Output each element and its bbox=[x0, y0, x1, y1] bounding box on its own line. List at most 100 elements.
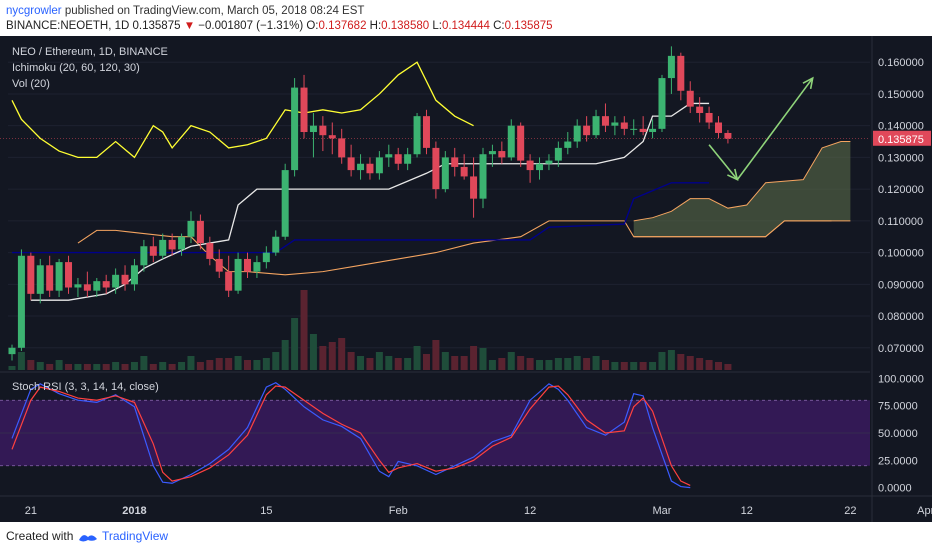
candle-body bbox=[130, 265, 138, 285]
candle-body bbox=[215, 258, 223, 272]
projection-arrows bbox=[708, 76, 814, 182]
legend-ichimoku: Ichimoku (20, 60, 120, 30) bbox=[12, 62, 140, 74]
volume-bar bbox=[65, 364, 73, 370]
candle-body bbox=[36, 265, 44, 294]
candle-body bbox=[319, 125, 327, 136]
candle-body bbox=[309, 125, 317, 133]
volume-bar bbox=[281, 340, 289, 370]
volume-bar bbox=[272, 352, 280, 370]
volume-bar bbox=[215, 358, 223, 370]
time-axis[interactable]: 21 2018 15 Feb 12 Mar 12 22 Apr bbox=[0, 495, 932, 517]
volume-bar bbox=[583, 358, 591, 370]
volume-bar bbox=[168, 364, 176, 370]
candle-body bbox=[639, 128, 647, 133]
volume-bar bbox=[102, 364, 110, 370]
axes: 0.160000 0.150000 0.140000 0.130000 0.120000… bbox=[0, 36, 932, 522]
candlesticks bbox=[8, 46, 732, 361]
volume-bar bbox=[234, 356, 242, 370]
volume-bar bbox=[338, 338, 346, 370]
open-label: O: bbox=[306, 20, 319, 32]
high-label: H: bbox=[369, 20, 382, 32]
open-value: 0.137682 bbox=[318, 20, 367, 32]
volume-bar bbox=[620, 362, 628, 370]
volume-bar bbox=[658, 352, 666, 370]
volume-bar bbox=[262, 358, 270, 370]
rsi-tick-label: 100.0000 bbox=[878, 373, 924, 385]
candle-body bbox=[253, 262, 261, 272]
volume-bar bbox=[573, 356, 581, 370]
price-tick-label: 0.100000 bbox=[878, 248, 924, 260]
volume-bar bbox=[357, 356, 365, 370]
rsi-axis[interactable]: 100.0000 75.0000 50.0000 25.0000 0.0000 bbox=[878, 373, 924, 494]
volume-bar bbox=[140, 356, 148, 370]
chikou-line bbox=[30, 102, 710, 301]
volume-bar bbox=[17, 352, 25, 370]
close-value: 0.135875 bbox=[504, 20, 553, 32]
candle-body bbox=[479, 154, 487, 199]
rsi-tick-label: 75.0000 bbox=[878, 401, 918, 413]
chart-area[interactable]: 0.160000 0.150000 0.140000 0.130000 0.120000… bbox=[0, 36, 932, 522]
price-pane bbox=[0, 46, 870, 373]
last-price-badge bbox=[873, 130, 931, 146]
candle-body bbox=[149, 246, 157, 256]
candle-body bbox=[55, 262, 63, 291]
rsi-tick-label: 25.0000 bbox=[878, 455, 918, 467]
volume-bar bbox=[121, 364, 129, 370]
chart-header: nycgrowler published on TradingView.com,… bbox=[0, 0, 932, 36]
symbol-label: BINANCE:NEOETH, 1D bbox=[6, 20, 130, 32]
volume-bar bbox=[526, 358, 534, 370]
volume-bar bbox=[375, 352, 383, 370]
candle-body bbox=[564, 141, 572, 148]
volume-bar bbox=[130, 362, 138, 370]
candle-body bbox=[225, 271, 233, 291]
price-tick-label: 0.120000 bbox=[878, 184, 924, 196]
candle-body bbox=[262, 252, 270, 263]
candle-body bbox=[74, 284, 82, 288]
price-tick-label: 0.070000 bbox=[878, 343, 924, 355]
candle-body bbox=[357, 163, 365, 171]
senkou-a-line bbox=[633, 141, 851, 222]
tradingview-link[interactable]: TradingView bbox=[102, 529, 169, 543]
candle-body bbox=[385, 154, 393, 158]
price-axis[interactable]: 0.160000 0.150000 0.140000 0.130000 0.120000… bbox=[871, 36, 931, 522]
volume-bar bbox=[498, 358, 506, 370]
volume-bar bbox=[677, 354, 685, 370]
time-tick-label: 2018 bbox=[122, 505, 146, 517]
author-link[interactable]: nycgrowler bbox=[6, 5, 62, 17]
volume-bar bbox=[206, 360, 214, 370]
candle-body bbox=[677, 55, 685, 91]
volume-bar bbox=[347, 352, 355, 370]
volume-bar bbox=[686, 356, 694, 370]
down-arrow-icon: ▼ bbox=[183, 20, 196, 32]
candle-body bbox=[93, 281, 101, 291]
volume-bar bbox=[187, 356, 195, 370]
candle-body bbox=[8, 347, 16, 355]
candle-body bbox=[347, 157, 355, 171]
price-tick-label: 0.130000 bbox=[878, 152, 924, 164]
kijun-line bbox=[12, 182, 710, 254]
ohlc-line: BINANCE:NEOETH, 1D 0.135875 ▼ −0.001807 … bbox=[6, 20, 553, 32]
candle-body bbox=[498, 151, 506, 158]
candle-body bbox=[168, 239, 176, 250]
rsi-grid bbox=[0, 399, 870, 467]
time-tick-label: 21 bbox=[25, 505, 37, 517]
volume-bar bbox=[8, 366, 16, 370]
last-price-badge-label: 0.135875 bbox=[878, 134, 924, 146]
cloud-fill bbox=[633, 141, 851, 237]
tenkan-line bbox=[11, 61, 474, 159]
price-tick-label: 0.090000 bbox=[878, 279, 924, 291]
candle-body bbox=[187, 220, 195, 237]
candle-body bbox=[507, 125, 515, 158]
volume-bar bbox=[225, 358, 233, 370]
volume-bars bbox=[8, 290, 732, 370]
volume-bar bbox=[715, 362, 722, 370]
legend-vol: Vol (20) bbox=[12, 78, 50, 90]
candle-body bbox=[338, 138, 346, 158]
volume-bar bbox=[46, 364, 54, 370]
volume-bar bbox=[112, 362, 120, 370]
publish-line: nycgrowler published on TradingView.com,… bbox=[6, 5, 364, 17]
candle-body bbox=[27, 255, 35, 294]
candle-body bbox=[65, 262, 73, 288]
candle-body bbox=[328, 135, 336, 139]
candle-body bbox=[196, 220, 204, 244]
